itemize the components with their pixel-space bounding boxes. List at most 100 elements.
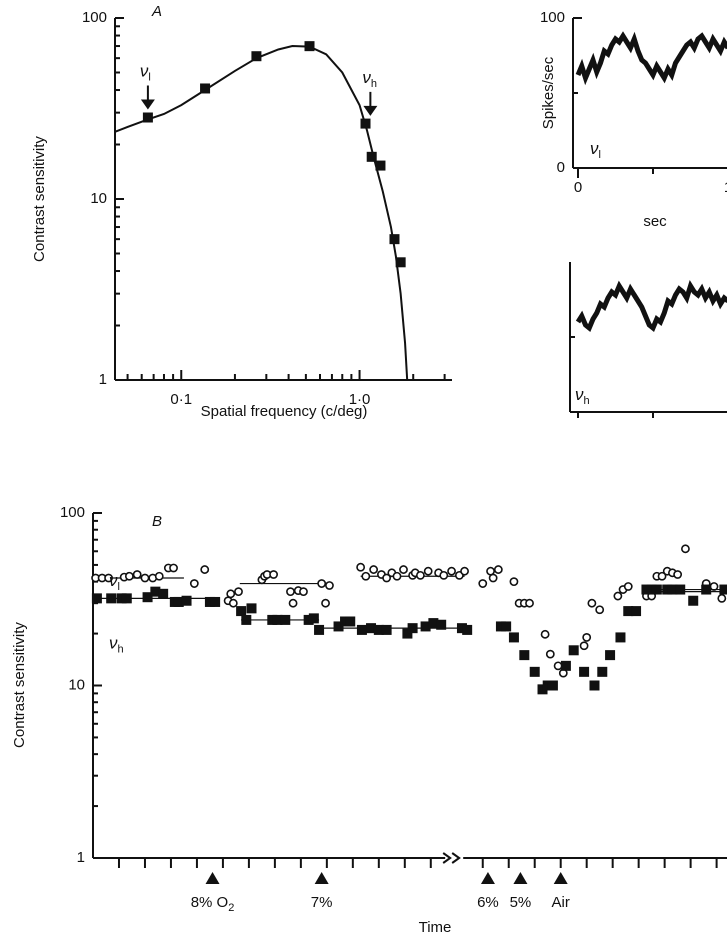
series-label-main: ν — [109, 571, 118, 590]
point — [181, 595, 192, 606]
event-marker — [314, 872, 329, 884]
point — [615, 632, 626, 643]
point — [140, 573, 150, 583]
point — [288, 598, 298, 608]
annotation-main: ν — [140, 62, 149, 81]
point — [234, 587, 243, 597]
point — [657, 571, 667, 581]
point — [304, 41, 315, 52]
point — [623, 582, 633, 591]
point — [537, 684, 548, 695]
point — [428, 618, 439, 629]
event-label-main: 6% — [477, 894, 499, 911]
axis-break — [442, 852, 461, 864]
point — [150, 586, 161, 597]
point — [701, 584, 712, 595]
series-label: νh — [109, 634, 124, 655]
point — [719, 584, 727, 595]
annotation-sub: l — [599, 149, 601, 161]
point — [389, 234, 400, 245]
point — [369, 565, 379, 574]
point — [381, 624, 392, 635]
annotation-sub: h — [371, 78, 377, 90]
annotation-main: ν — [362, 68, 371, 87]
y-axis-label: Contrast sensitivity — [11, 622, 28, 748]
event-marker — [480, 872, 495, 884]
point — [589, 680, 600, 691]
point — [104, 573, 113, 583]
point — [366, 623, 377, 634]
point — [407, 623, 418, 634]
series-label-sub: l — [118, 581, 120, 593]
x-tick-label: 1 — [724, 179, 727, 196]
event-marker — [513, 872, 528, 884]
point — [553, 661, 563, 671]
y-tick-label: 1 — [77, 849, 85, 866]
x-axis-label: Time — [419, 919, 452, 936]
point — [688, 595, 699, 606]
annotation-main: ν — [590, 139, 599, 158]
event-label-main: 8% O — [191, 894, 229, 911]
event-marker — [553, 872, 568, 884]
x-tick-label: 0 — [574, 179, 582, 196]
y-tick-label: 0 — [557, 159, 565, 176]
point — [651, 584, 662, 595]
point — [597, 666, 608, 677]
y-tick-label: 1 — [99, 371, 107, 388]
y-tick-label: 10 — [68, 676, 85, 693]
annotation-sub: h — [584, 395, 590, 407]
point — [317, 579, 327, 588]
point — [667, 584, 678, 595]
x-axis-label: Spatial frequency (c/deg) — [201, 403, 368, 420]
point — [395, 257, 406, 268]
point — [542, 680, 553, 691]
point — [308, 613, 319, 624]
point — [392, 571, 402, 581]
point — [106, 593, 117, 604]
point — [631, 606, 642, 617]
point — [423, 566, 433, 576]
annotation-sub: l — [148, 71, 150, 83]
point — [142, 112, 153, 123]
point — [646, 584, 657, 595]
point — [681, 544, 690, 554]
point — [662, 584, 673, 595]
point — [91, 593, 102, 604]
point — [525, 598, 534, 608]
point — [299, 587, 308, 597]
point — [204, 596, 215, 607]
point — [251, 51, 262, 62]
series-label: νl — [109, 571, 120, 592]
event-label-main: Air — [552, 894, 570, 911]
point — [673, 570, 683, 579]
point — [142, 592, 153, 603]
point — [587, 598, 597, 608]
point — [356, 624, 367, 635]
point — [189, 579, 199, 588]
point — [267, 614, 278, 625]
point — [420, 621, 431, 632]
point — [173, 596, 184, 607]
point — [333, 621, 344, 632]
point — [436, 619, 447, 630]
point — [361, 571, 371, 581]
point — [246, 603, 257, 614]
point — [280, 614, 291, 625]
point — [495, 621, 506, 632]
point — [641, 584, 652, 595]
point — [121, 593, 132, 604]
point — [314, 624, 325, 635]
point — [623, 606, 634, 617]
point — [236, 606, 247, 617]
annotation: νh — [575, 385, 590, 406]
point — [356, 562, 366, 572]
y-axis-label: Contrast sensitivity — [31, 136, 48, 262]
point — [595, 605, 605, 615]
point — [529, 666, 540, 677]
point — [560, 660, 571, 671]
annotation: νl — [590, 139, 601, 160]
point — [547, 680, 558, 691]
point — [402, 628, 413, 639]
point — [579, 641, 589, 651]
